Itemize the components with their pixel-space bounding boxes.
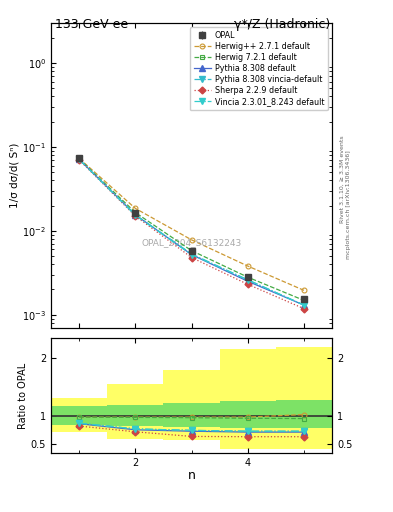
Herwig 7.2.1 default [189, 248, 194, 254]
Line: Pythia 8.308 default: Pythia 8.308 default [76, 157, 307, 308]
Y-axis label: 1/σ dσ/d( Sⁿ): 1/σ dσ/d( Sⁿ) [9, 143, 20, 208]
Line: Vincia 2.3.01_8.243 default: Vincia 2.3.01_8.243 default [76, 157, 307, 308]
Line: Sherpa 2.2.9 default: Sherpa 2.2.9 default [77, 158, 307, 311]
Herwig 7.2.1 default [302, 297, 307, 304]
Herwig 7.2.1 default [133, 209, 138, 216]
Herwig++ 2.7.1 default [245, 263, 250, 269]
Vincia 2.3.01_8.243 default [77, 156, 82, 162]
X-axis label: n: n [187, 470, 196, 482]
Vincia 2.3.01_8.243 default [133, 212, 138, 219]
Text: 133 GeV ee: 133 GeV ee [55, 18, 128, 31]
Line: Pythia 8.308 vincia-default: Pythia 8.308 vincia-default [76, 157, 307, 308]
Herwig 7.2.1 default [77, 156, 82, 162]
Pythia 8.308 default [189, 251, 194, 258]
Legend: OPAL, Herwig++ 2.7.1 default, Herwig 7.2.1 default, Pythia 8.308 default, Pythia: OPAL, Herwig++ 2.7.1 default, Herwig 7.2… [189, 27, 328, 110]
Sherpa 2.2.9 default [302, 306, 307, 312]
Pythia 8.308 default [245, 278, 250, 284]
Herwig++ 2.7.1 default [189, 237, 194, 243]
Vincia 2.3.01_8.243 default [245, 277, 250, 283]
Pythia 8.308 vincia-default [133, 212, 138, 218]
Herwig++ 2.7.1 default [302, 287, 307, 293]
Herwig++ 2.7.1 default [133, 205, 138, 211]
Pythia 8.308 default [302, 302, 307, 308]
Herwig++ 2.7.1 default [77, 155, 82, 161]
Text: γ*/Z (Hadronic): γ*/Z (Hadronic) [234, 18, 330, 31]
Sherpa 2.2.9 default [133, 213, 138, 219]
Sherpa 2.2.9 default [77, 157, 82, 163]
Vincia 2.3.01_8.243 default [302, 302, 307, 308]
Vincia 2.3.01_8.243 default [189, 251, 194, 258]
Text: Rivet 3.1.10, ≥ 3.3M events: Rivet 3.1.10, ≥ 3.3M events [340, 135, 345, 223]
Text: mcplots.cern.ch [arXiv:1306.3436]: mcplots.cern.ch [arXiv:1306.3436] [346, 151, 351, 259]
Pythia 8.308 vincia-default [245, 277, 250, 283]
Pythia 8.308 default [77, 156, 82, 162]
Text: OPAL_2004_S6132243: OPAL_2004_S6132243 [141, 238, 242, 247]
Y-axis label: Ratio to OPAL: Ratio to OPAL [18, 362, 28, 429]
Pythia 8.308 default [133, 212, 138, 218]
Pythia 8.308 vincia-default [189, 251, 194, 257]
Herwig 7.2.1 default [245, 274, 250, 280]
Line: Herwig++ 2.7.1 default: Herwig++ 2.7.1 default [77, 156, 307, 293]
Pythia 8.308 vincia-default [302, 302, 307, 308]
Sherpa 2.2.9 default [189, 254, 194, 261]
Sherpa 2.2.9 default [245, 281, 250, 287]
Pythia 8.308 vincia-default [77, 156, 82, 162]
Line: Herwig 7.2.1 default: Herwig 7.2.1 default [77, 157, 307, 303]
